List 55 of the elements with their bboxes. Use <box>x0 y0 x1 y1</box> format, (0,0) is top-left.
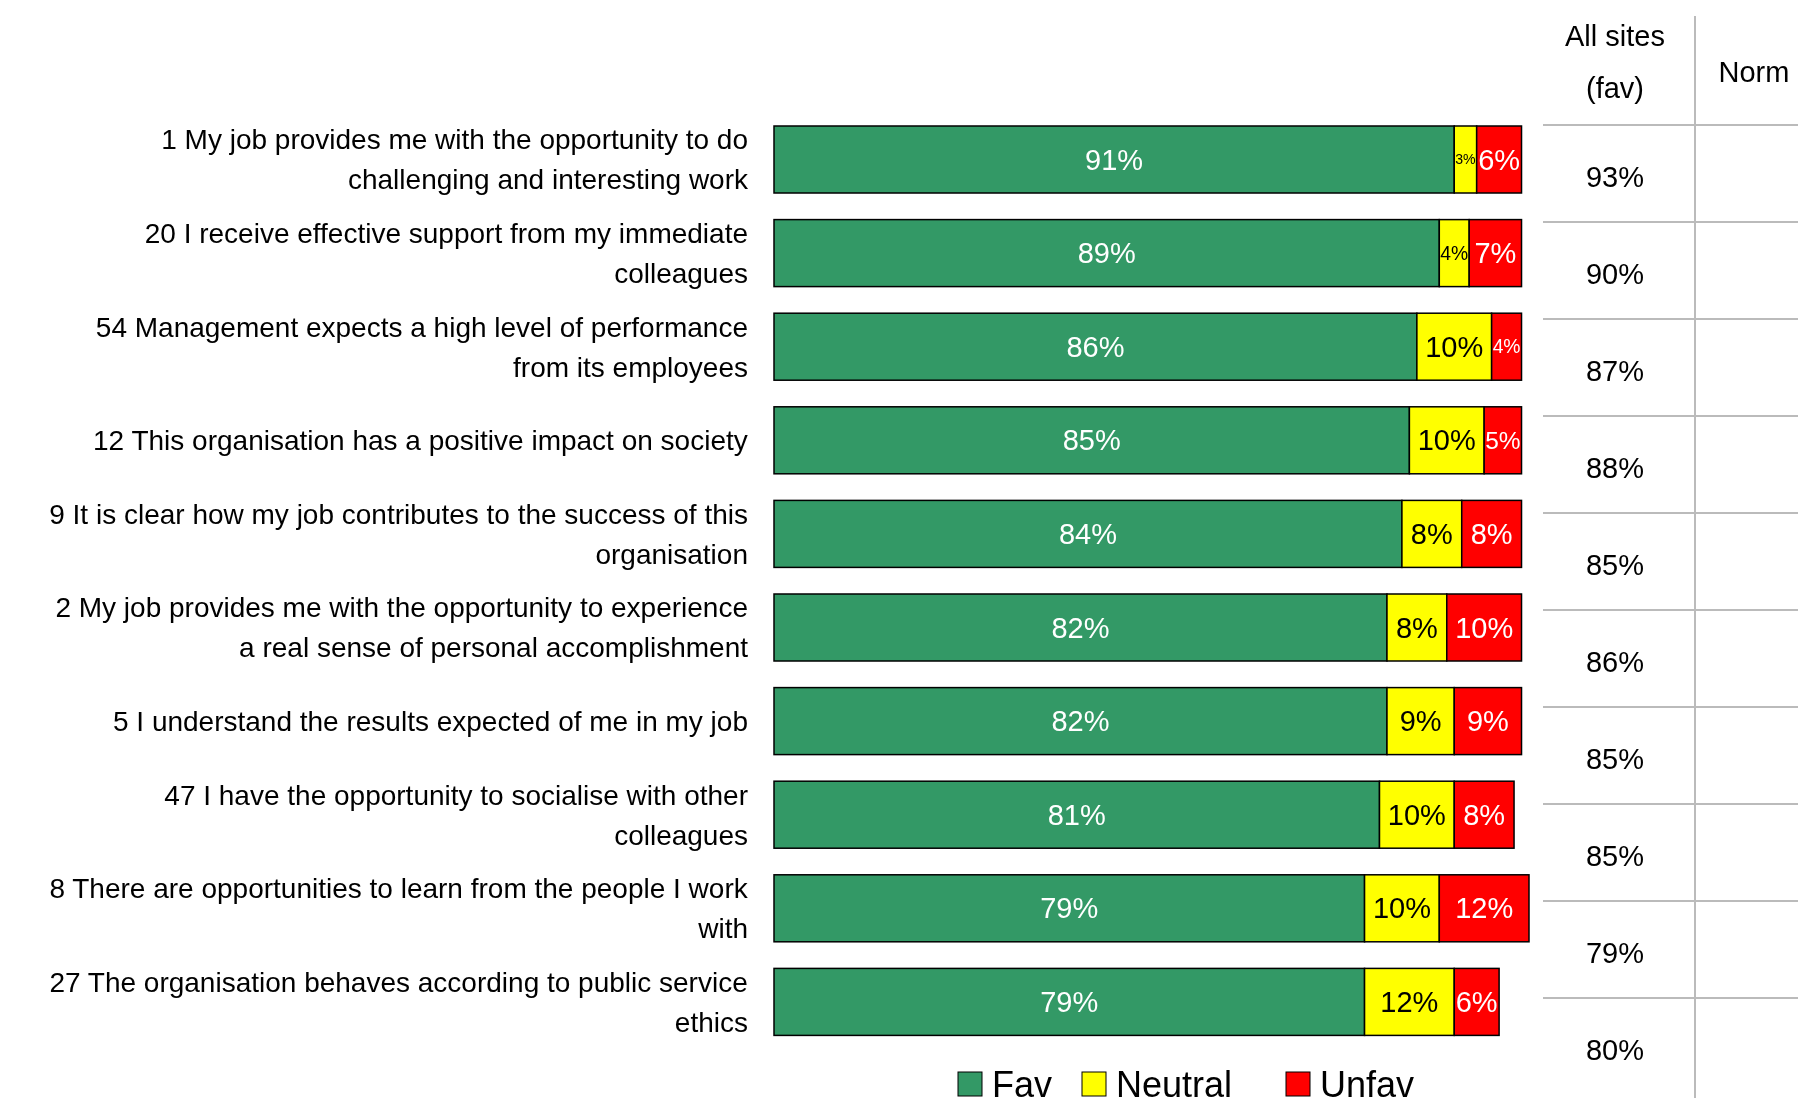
text: 85% <box>1585 840 1645 873</box>
data-label: 12% <box>1380 986 1439 1019</box>
data-label: 5% <box>1485 426 1521 454</box>
data-label: 85% <box>1062 424 1121 457</box>
data-label: 81% <box>1047 798 1106 831</box>
data-label: 6% <box>1478 143 1521 176</box>
y-tick-label: 54 Management expects a high level of performance from its employees <box>95 311 748 383</box>
data-label: 10% <box>1455 611 1514 644</box>
data-label: 4% <box>1492 336 1521 358</box>
data-label: 8% <box>1395 611 1438 644</box>
legend-label: Neutral <box>1116 1063 1233 1105</box>
y-tick-label: 12 This organisation has a positive impact on society <box>93 425 748 457</box>
data-label: 12% <box>1455 892 1514 925</box>
text: 90% <box>1585 258 1645 291</box>
legend-label: Fav <box>992 1063 1053 1105</box>
y-tick-label: 47 I have the opportunity to socialise with other colleagues <box>164 779 748 851</box>
data-label: 84% <box>1058 518 1117 551</box>
y-tick-label: 1 My job provides me with the opportunity to do challenging and interesting work <box>161 124 749 196</box>
text: 86% <box>1585 646 1645 679</box>
data-label: 9% <box>1466 705 1509 738</box>
data-label: 4% <box>1440 242 1469 264</box>
text: 80% <box>1585 1034 1645 1067</box>
data-label: 10% <box>1425 330 1484 363</box>
data-label: 3% <box>1455 151 1477 168</box>
text: All sites (fav) <box>1565 20 1665 104</box>
y-tick-label: 5 I understand the results expected of me in my job <box>112 705 749 737</box>
text: Norm <box>1718 56 1790 89</box>
data-label: 6% <box>1455 986 1498 1019</box>
data-label: 82% <box>1051 705 1110 738</box>
y-tick-label: 2 My job provides me with the opportunity to experience a real sense of personal accomplishment <box>55 592 749 664</box>
y-tick-label: 20 I receive effective support from my immediate colleagues <box>144 217 749 289</box>
text: 93% <box>1585 161 1645 194</box>
data-label: 9% <box>1399 705 1442 738</box>
legend-label: Unfav <box>1320 1063 1415 1105</box>
data-label: 10% <box>1387 798 1446 831</box>
y-tick-label: 9 It is clear how my job contributes to the success of this organisation <box>49 498 749 570</box>
text: 79% <box>1585 937 1645 970</box>
text: 85% <box>1585 549 1645 582</box>
data-label: 10% <box>1372 892 1431 925</box>
data-label: 89% <box>1077 237 1136 270</box>
data-label: 79% <box>1040 986 1099 1019</box>
y-tick-label: 27 The organisation behaves according to public service ethics <box>49 966 749 1038</box>
data-label: 8% <box>1470 518 1513 551</box>
y-tick-label: 8 There are opportunities to learn from the people I work with <box>49 873 749 945</box>
data-label: 86% <box>1066 330 1125 363</box>
data-label: 91% <box>1085 143 1144 176</box>
data-label: 8% <box>1410 518 1453 551</box>
data-label: 82% <box>1051 611 1110 644</box>
text: 88% <box>1585 452 1645 485</box>
data-label: 10% <box>1417 424 1476 457</box>
data-label: 7% <box>1474 237 1517 270</box>
data-label: 8% <box>1463 798 1506 831</box>
text: 87% <box>1585 355 1645 388</box>
text: 85% <box>1585 743 1645 776</box>
data-label: 79% <box>1040 892 1099 925</box>
